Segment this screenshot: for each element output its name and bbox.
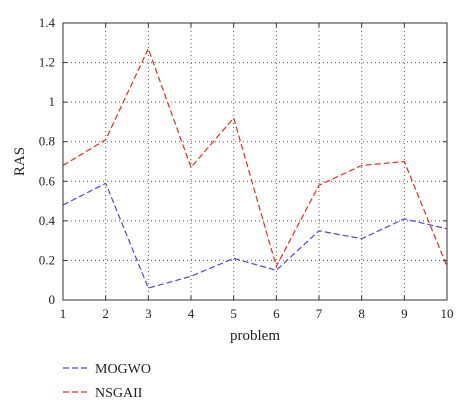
x-tick-labels: 1 2 3 4 5 6 7 8 9 10 [60, 306, 454, 321]
x-tick-label: 8 [358, 306, 365, 321]
legend-label-mogwo: MOGWO [95, 362, 151, 377]
plot-frame [62, 22, 448, 301]
y-tick-label: 1.4 [39, 15, 56, 30]
series-line-mogwo [62, 182, 448, 289]
x-tick-label: 9 [401, 306, 408, 321]
y-tick-label: 1.2 [39, 55, 55, 70]
x-tick-label: 2 [102, 306, 109, 321]
axis-ticks [62, 22, 448, 301]
legend-label-nsgaii: NSGAII [95, 386, 143, 401]
y-tick-label: 0.8 [39, 134, 55, 149]
x-tick-label: 10 [441, 306, 454, 321]
x-tick-label: 6 [273, 306, 280, 321]
y-tick-label: 0 [49, 292, 56, 307]
series-line-nsgaii [62, 48, 448, 267]
x-tick-label: 5 [230, 306, 237, 321]
y-tick-label: 0.4 [39, 213, 56, 228]
x-tick-label: 4 [188, 306, 195, 321]
grid-lines [63, 23, 447, 300]
legend: MOGWO NSGAII [63, 362, 151, 401]
series-lines [62, 48, 448, 289]
x-axis-label: problem [230, 328, 280, 344]
y-tick-label: 1 [49, 94, 56, 109]
y-tick-label: 0.2 [39, 252, 55, 267]
x-tick-label: 1 [60, 306, 67, 321]
y-tick-labels: 0 0.2 0.4 0.6 0.8 1 1.2 1.4 [39, 15, 56, 307]
x-tick-label: 3 [145, 306, 152, 321]
x-tick-label: 7 [316, 306, 323, 321]
y-tick-label: 0.6 [39, 173, 56, 188]
y-axis-label: RAS [12, 147, 28, 176]
